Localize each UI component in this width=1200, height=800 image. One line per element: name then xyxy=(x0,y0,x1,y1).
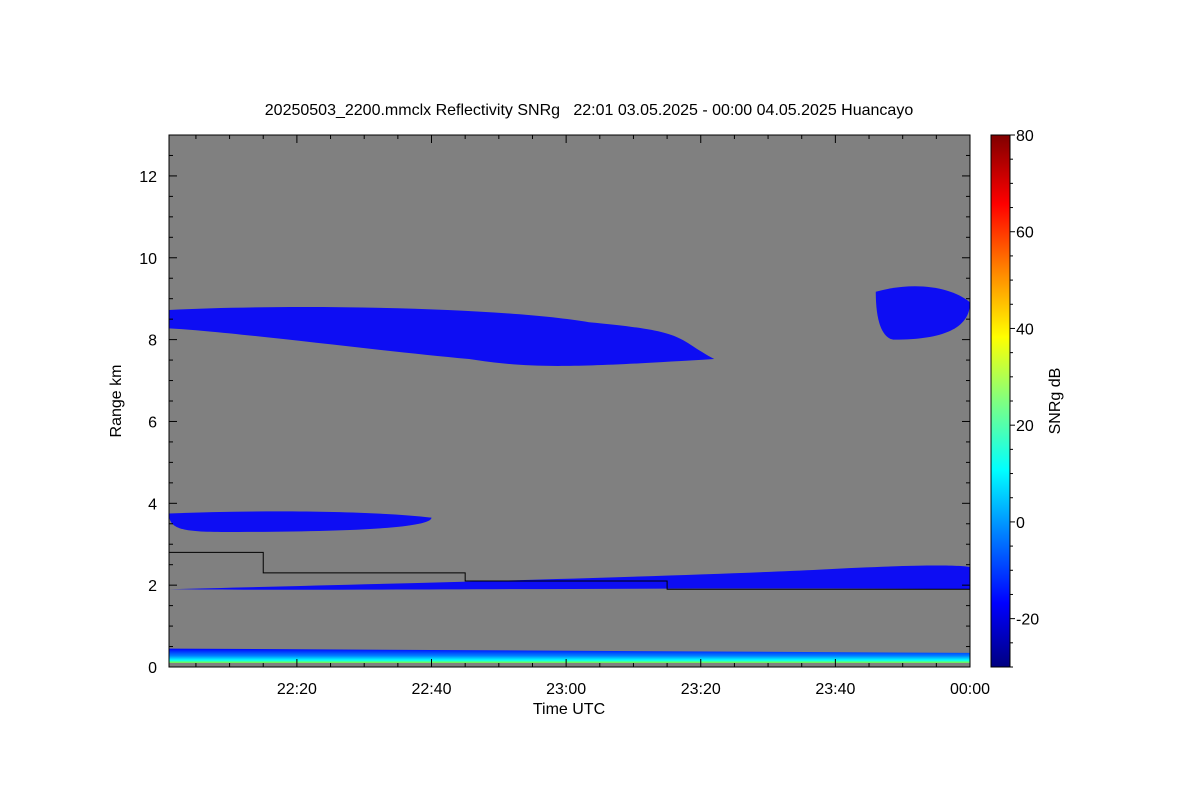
y-axis-label: Range km xyxy=(108,365,125,438)
echo-layer-1 xyxy=(169,511,432,532)
threshold-step-line xyxy=(169,551,970,590)
echo-layer-surface xyxy=(169,648,970,663)
x-tick-label: 22:20 xyxy=(277,681,317,698)
colorbar-tick-label: 20 xyxy=(1016,418,1034,435)
threshold-line xyxy=(169,551,970,590)
colorbar-axis: -20 0 20 40 60 80 xyxy=(1010,128,1039,668)
echo-layer-3 xyxy=(875,286,970,340)
x-tick-label: 22:40 xyxy=(411,681,451,698)
y-tick-label: 10 xyxy=(139,251,157,268)
colorbar-tick-label: 40 xyxy=(1016,321,1034,338)
y-tick-label: 0 xyxy=(148,660,157,677)
y-axis: 0 2 4 6 8 10 12 xyxy=(139,134,970,677)
x-tick-label: 23:40 xyxy=(815,681,855,698)
colorbar-tick-label: 0 xyxy=(1016,515,1025,532)
echo-layer-2 xyxy=(169,306,715,366)
y-tick-label: 6 xyxy=(148,414,157,431)
colorbar-label: SNRg dB xyxy=(1047,368,1064,435)
x-tick-label: 23:00 xyxy=(546,681,586,698)
chart-title: 20250503_2200.mmclx Reflectivity SNRg 22… xyxy=(265,102,914,119)
echo-layers xyxy=(169,286,970,663)
x-tick-label: 23:20 xyxy=(681,681,721,698)
y-tick-label: 8 xyxy=(148,333,157,350)
x-axis: 22:20 22:40 23:00 23:20 23:40 00:00 xyxy=(195,135,990,698)
colorbar-tick-label: -20 xyxy=(1016,612,1039,629)
colorbar xyxy=(990,134,1011,668)
echo-layer-4 xyxy=(169,565,970,590)
y-tick-label: 12 xyxy=(139,169,157,186)
colorbar-tick-label: 60 xyxy=(1016,225,1034,242)
y-tick-label: 4 xyxy=(148,496,157,513)
y-tick-label: 2 xyxy=(148,578,157,595)
x-tick-label: 00:00 xyxy=(950,681,990,698)
x-axis-label: Time UTC xyxy=(533,701,605,718)
colorbar-tick-label: 80 xyxy=(1016,128,1034,145)
